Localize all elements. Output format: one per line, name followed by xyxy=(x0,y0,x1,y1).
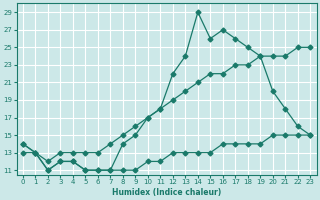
X-axis label: Humidex (Indice chaleur): Humidex (Indice chaleur) xyxy=(112,188,221,197)
